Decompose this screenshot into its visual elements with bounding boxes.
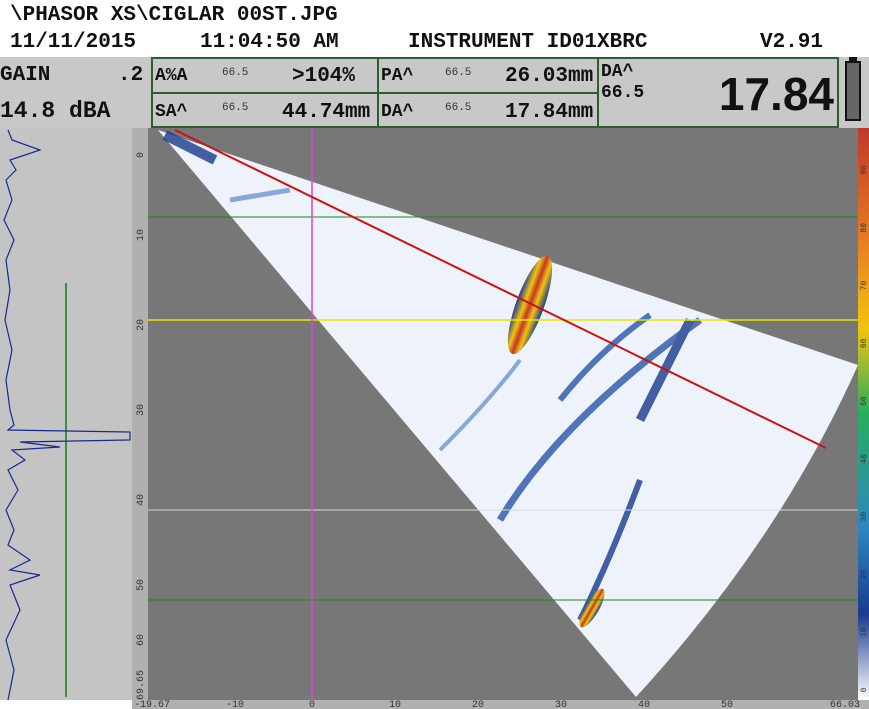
gain-label: GAIN	[0, 64, 50, 87]
reading-value: 44.74mm	[282, 101, 370, 124]
scale-label: 10	[389, 700, 401, 709]
scale-label: 10	[860, 627, 869, 637]
scan-streaks	[162, 130, 703, 622]
reading-angle: 66.5	[222, 102, 248, 114]
scale-label: 40	[638, 700, 650, 709]
gain-value: 14.8 dBA	[0, 98, 111, 124]
file-name: \PHASOR XS\CIGLAR 00ST.JPG	[10, 4, 338, 27]
scale-label: 60	[136, 634, 147, 646]
indication	[507, 255, 605, 628]
reading-label: SA^	[155, 102, 188, 122]
depth-scale	[132, 128, 148, 700]
reading-angle: 66.5	[222, 67, 248, 79]
reading-da: DA^ 66.5 17.84mm	[381, 101, 593, 124]
scale-label: 0	[860, 687, 869, 692]
scale-label: 50	[721, 700, 733, 709]
scale-label: 20	[136, 319, 147, 331]
scale-label: 10	[136, 229, 147, 241]
reading-value: >104%	[292, 65, 355, 88]
version: V2.91	[760, 31, 823, 54]
scale-label: 69.65	[136, 670, 147, 700]
scale-label: -10	[226, 700, 244, 709]
scale-label: 20	[860, 569, 869, 579]
scale-label: 70	[860, 281, 869, 291]
scale-label: 30	[136, 404, 147, 416]
reading-angle: 66.5	[445, 67, 471, 79]
scale-label: 40	[860, 454, 869, 464]
gain-step: .2	[118, 64, 143, 87]
reading-sa: SA^ 66.5 44.74mm	[155, 101, 370, 124]
color-bar-labels: 90 80 70 60 50 40 30 20 10 0	[860, 165, 869, 692]
reading-value: 17.84mm	[505, 101, 593, 124]
big-angle: 66.5	[601, 83, 644, 103]
battery-icon	[845, 57, 861, 121]
scale-label: 0	[309, 700, 315, 709]
reading-a: A%A 66.5 >104%	[155, 65, 355, 88]
bottom-scale	[132, 700, 869, 709]
color-bar	[858, 128, 869, 700]
bottom-scale-labels: -19.67 -10 0 10 20 30 40 50 66.03	[134, 700, 860, 709]
reading-pa: PA^ 66.5 26.03mm	[381, 65, 593, 88]
big-value: 17.84	[719, 68, 835, 120]
scale-label: 0	[136, 152, 147, 158]
scale-label: 50	[136, 579, 147, 591]
big-label: DA^	[601, 62, 634, 82]
scale-label: 60	[860, 338, 869, 348]
scale-label: 30	[860, 512, 869, 522]
reading-value: 26.03mm	[505, 65, 593, 88]
beam-line	[174, 129, 827, 449]
a-scan-trace	[3, 129, 131, 701]
sector-scan	[158, 130, 858, 697]
scale-label: 30	[555, 700, 567, 709]
time: 11:04:50 AM	[200, 31, 339, 54]
reading-label: A%A	[155, 66, 188, 86]
reading-label: DA^	[381, 102, 414, 122]
scale-label: 50	[860, 396, 869, 406]
scale-label: -19.67	[134, 700, 170, 709]
reading-angle: 66.5	[445, 102, 471, 114]
scale-label: 40	[136, 494, 147, 506]
instrument-id: INSTRUMENT ID01XBRC	[408, 31, 648, 54]
reading-boxes	[151, 57, 839, 128]
reading-label: PA^	[381, 66, 414, 86]
scale-label: 20	[472, 700, 484, 709]
date: 11/11/2015	[10, 31, 136, 54]
scale-label: 66.03	[830, 700, 860, 709]
scale-label: 80	[860, 223, 869, 233]
scale-label: 90	[860, 165, 869, 175]
depth-scale-labels: 0 10 20 30 40 50 60 69.65	[136, 152, 147, 700]
